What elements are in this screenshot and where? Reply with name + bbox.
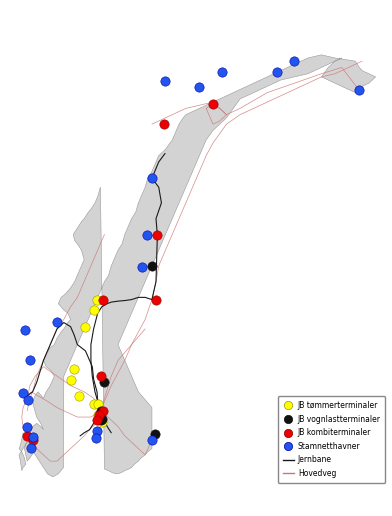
Point: [94, 296, 100, 304]
Point: [93, 426, 100, 434]
Point: [161, 120, 167, 128]
Point: [154, 231, 160, 239]
Point: [274, 68, 280, 76]
Point: [102, 378, 108, 386]
Point: [22, 326, 28, 334]
Point: [82, 322, 89, 331]
Point: [149, 174, 155, 183]
Point: [219, 68, 225, 76]
Point: [27, 356, 33, 364]
Point: [95, 411, 102, 419]
Point: [356, 86, 363, 94]
Point: [95, 400, 102, 409]
Point: [24, 396, 31, 405]
Point: [149, 262, 155, 270]
Point: [54, 317, 60, 326]
Point: [98, 407, 104, 415]
Point: [196, 83, 203, 91]
Point: [30, 436, 36, 444]
Point: [153, 296, 159, 304]
Point: [149, 436, 155, 444]
Point: [24, 423, 30, 431]
Point: [20, 389, 26, 397]
Point: [210, 100, 216, 108]
Point: [91, 306, 97, 314]
Point: [162, 77, 169, 85]
Point: [67, 376, 74, 384]
Point: [94, 416, 100, 424]
Polygon shape: [19, 55, 376, 477]
Point: [76, 392, 82, 400]
Point: [98, 416, 104, 424]
Legend: JB tømmerterminaler, JB vognlastterminaler, JB kombiterminaler, Stamnetthavner, : JB tømmerterminaler, JB vognlastterminal…: [278, 396, 385, 482]
Point: [30, 433, 36, 441]
Point: [71, 365, 77, 373]
Point: [143, 231, 150, 239]
Point: [100, 407, 106, 415]
Point: [91, 400, 97, 409]
Point: [100, 296, 106, 304]
Point: [151, 430, 158, 439]
Point: [139, 263, 145, 271]
Point: [96, 411, 102, 420]
Point: [291, 57, 298, 66]
Point: [99, 414, 105, 423]
Point: [93, 434, 99, 442]
Point: [24, 432, 30, 440]
Point: [27, 443, 34, 452]
Point: [98, 372, 105, 380]
Point: [99, 417, 105, 426]
